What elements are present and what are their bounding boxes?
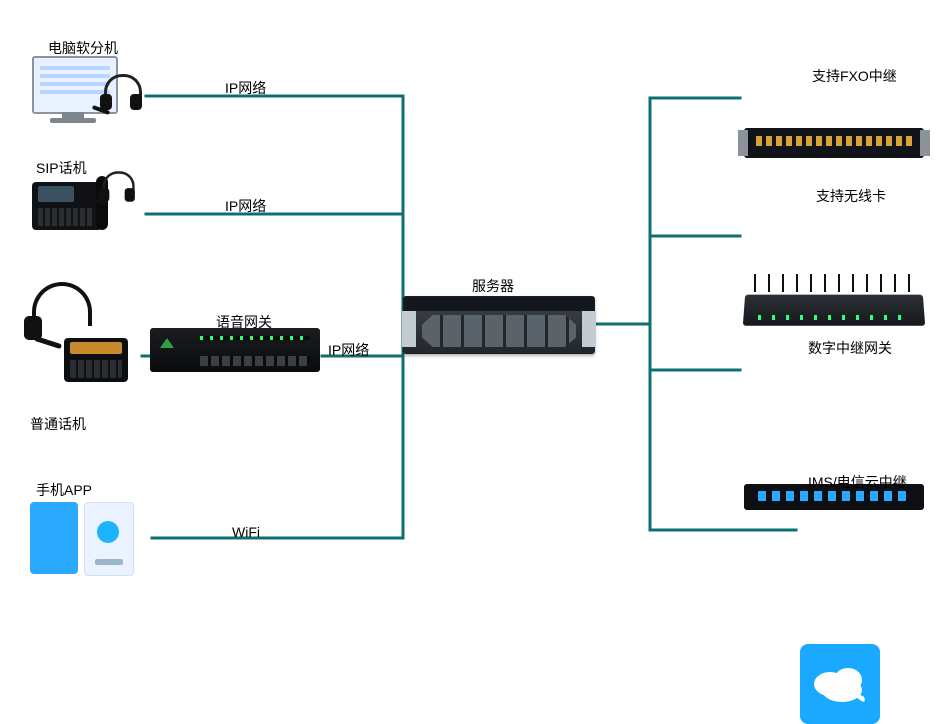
pc-softphone-title: 电脑软分机	[48, 38, 118, 58]
server-node	[403, 296, 593, 352]
pc-softphone-node	[32, 56, 142, 134]
wireless-card-title: 支持无线卡	[816, 186, 886, 206]
diagram-stage: { "canvas": { "width": 947, "height": 64…	[0, 0, 947, 645]
cloud-phone-icon	[808, 660, 872, 708]
desk-phone-icon	[32, 182, 102, 230]
headset-icon	[99, 171, 135, 207]
phone-app-icon	[84, 502, 134, 576]
server-device	[403, 296, 595, 354]
sip-phone-node	[32, 174, 142, 244]
server-label: 服务器	[472, 276, 514, 296]
pc-softphone-edge-label: IP网络	[225, 78, 266, 98]
sip-phone-title: SIP话机	[36, 158, 87, 178]
fxo-trunk-node	[744, 128, 924, 158]
ordinary-phone-title: 普通话机	[30, 414, 86, 434]
dialpad-icon	[64, 338, 128, 382]
voice-gateway-edge-label: IP网络	[328, 340, 369, 360]
ims-cloud-title: IMS/电信云中继	[808, 472, 907, 492]
ims-cloud-node	[800, 644, 880, 724]
mobile-app-title: 手机APP	[36, 480, 92, 500]
digital-trunk-title: 数字中继网关	[808, 338, 892, 358]
ordinary-phone-node	[24, 282, 144, 392]
voice-gateway-node	[150, 328, 320, 372]
mobile-app-edge-label: WiFi	[232, 524, 260, 540]
mobile-app-node	[30, 498, 150, 578]
wireless-card-node	[744, 274, 924, 326]
voice-gateway-title: 语音网关	[216, 312, 272, 332]
sip-phone-edge-label: IP网络	[225, 196, 266, 216]
fxo-trunk-title: 支持FXO中继	[812, 66, 897, 86]
phone-blue-icon	[30, 502, 78, 574]
headset-icon	[100, 74, 142, 116]
